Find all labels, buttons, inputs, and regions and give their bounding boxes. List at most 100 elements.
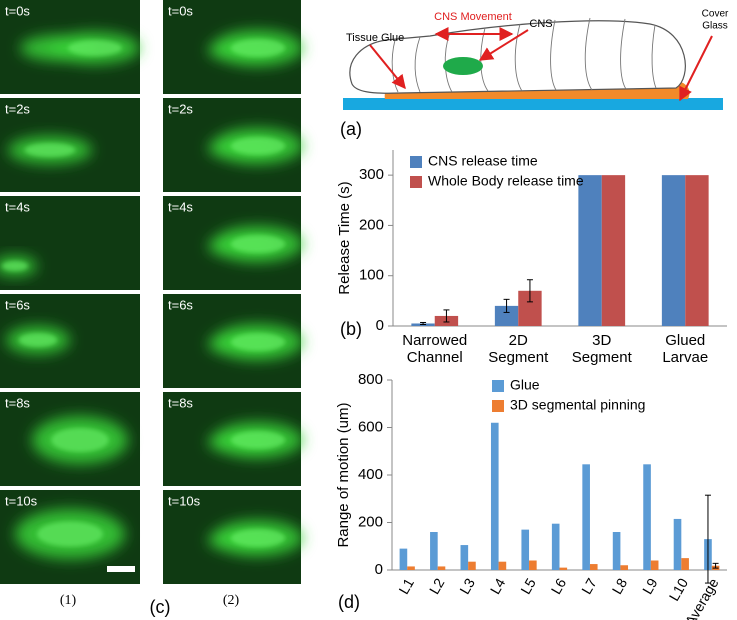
core (231, 137, 285, 155)
legend-label: 3D segmental pinning (510, 397, 645, 413)
cover-glass (343, 98, 723, 110)
y-tick-label: 200 (358, 513, 383, 530)
bar (681, 558, 689, 570)
bar (490, 422, 499, 570)
legend-label: CNS release time (428, 153, 538, 169)
panel-label: (c) (150, 597, 171, 617)
x-tick-label: L1 (395, 575, 417, 597)
cns (443, 57, 483, 75)
frame-label: t=10s (5, 493, 38, 508)
bar (612, 532, 621, 570)
legend-swatch (410, 176, 422, 188)
bar (494, 305, 519, 326)
larva-body (349, 20, 686, 94)
column-label: (2) (223, 593, 240, 608)
frame-label: t=0s (5, 3, 30, 18)
y-axis-label: Release Time (s) (336, 181, 353, 294)
panel-label: (a) (340, 119, 362, 139)
bar (518, 290, 542, 326)
x-tick-label: 2D Segment (488, 332, 549, 366)
core (18, 333, 58, 347)
microscopy-panel: t=0s t=2s t=4s t=6s t=8s t=10s t=0s t=2s t=4s t=6… (0, 0, 303, 584)
x-tick-label: Glued Larvae (662, 332, 708, 366)
core (24, 143, 76, 157)
legend-swatch (492, 400, 504, 412)
core (68, 40, 122, 56)
scale-bar (107, 566, 135, 572)
x-tick-label: L2 (426, 575, 448, 597)
y-axis-label: Range of motion (um) (335, 402, 352, 547)
y-tick-label: 400 (358, 466, 383, 483)
core (37, 521, 103, 547)
frame-label: t=4s (5, 199, 30, 214)
x-tick-label: L3 (456, 575, 478, 597)
y-tick-label: 600 (358, 418, 383, 435)
core (51, 428, 109, 452)
column-label: (1) (60, 593, 77, 608)
frame-label: t=8s (168, 395, 193, 410)
diagram-label: CNS (529, 18, 552, 30)
bar (430, 532, 438, 570)
y-tick-label: 0 (375, 561, 383, 578)
bar (582, 464, 590, 570)
x-tick-label: L4 (487, 575, 509, 597)
y-tick-label: 300 (359, 166, 384, 183)
diagram-label: CNS Movement (434, 11, 512, 23)
bar (460, 545, 469, 570)
bar (437, 566, 446, 570)
y-tick-label: 800 (358, 371, 383, 388)
y-tick-label: 200 (359, 216, 384, 233)
frame-label: t=4s (168, 199, 193, 214)
diagram-label: Tissue Glue (346, 32, 404, 44)
bar (601, 175, 626, 326)
bar (559, 567, 568, 570)
x-tick-label: L5 (517, 575, 539, 597)
x-tick-label: 3D Segment (572, 332, 633, 366)
bar (643, 464, 651, 570)
bar (529, 560, 537, 570)
frame-label: t=8s (5, 395, 30, 410)
y-tick-label: 0 (376, 317, 384, 334)
x-tick-label: L6 (548, 575, 570, 597)
frame-label: t=2s (5, 101, 30, 116)
frame-label: t=2s (168, 101, 193, 116)
x-tick-label: Narrowed Channel (402, 332, 467, 366)
core (231, 333, 285, 351)
frame-label: t=0s (168, 3, 193, 18)
diagram-label: Glass (702, 21, 728, 32)
diagram-label: Cover (702, 9, 729, 20)
legend-label: Whole Body release time (428, 173, 584, 189)
bar (521, 529, 530, 570)
core (231, 431, 285, 449)
bar (399, 548, 408, 570)
bar (620, 565, 629, 570)
x-tick-label: L10 (666, 575, 692, 603)
y-tick-label: 100 (359, 267, 384, 284)
core (231, 39, 285, 57)
bar (551, 523, 560, 570)
x-tick-label: L7 (578, 575, 600, 597)
x-tick-label: L9 (639, 575, 661, 597)
bar (673, 518, 682, 570)
core (231, 235, 285, 253)
x-tick-label: L8 (609, 575, 631, 597)
core (1, 261, 29, 271)
bar (650, 560, 659, 570)
panel-label: (d) (338, 592, 360, 612)
legend-swatch (410, 156, 422, 168)
legend-swatch (492, 380, 504, 392)
frame-label: t=6s (5, 297, 30, 312)
bar (685, 175, 709, 326)
larva-diagram (343, 17, 723, 110)
frame-label: t=10s (168, 493, 201, 508)
core (231, 529, 285, 547)
bar (661, 175, 686, 326)
bar (589, 564, 598, 570)
legend-label: Glue (510, 377, 540, 393)
bar (468, 561, 476, 570)
bar (578, 175, 602, 326)
bar (407, 566, 415, 570)
panel-label: (b) (340, 319, 362, 339)
bar (498, 561, 507, 570)
